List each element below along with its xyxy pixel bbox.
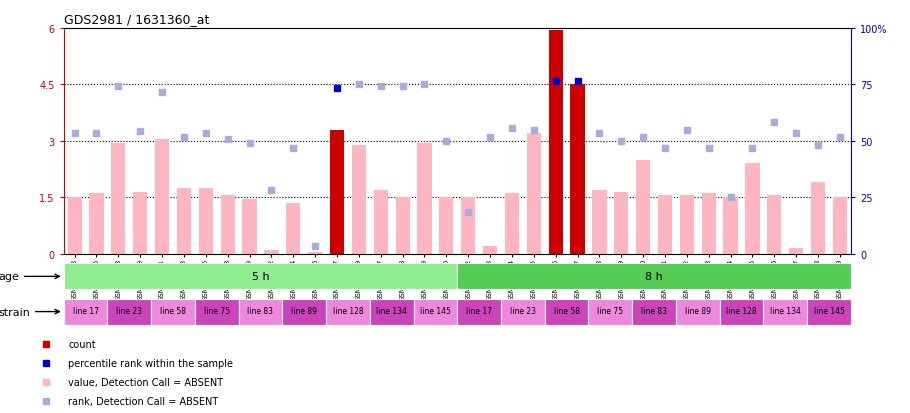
Bar (811, 183, 825, 254)
Bar (151, 299, 195, 325)
Bar (571, 85, 584, 254)
Bar (177, 188, 191, 254)
Bar (330, 130, 344, 254)
Bar (702, 194, 716, 254)
Bar (614, 192, 629, 254)
Bar (238, 299, 282, 325)
Text: line 128: line 128 (726, 307, 757, 316)
Bar (264, 250, 278, 254)
Text: rank, Detection Call = ABSENT: rank, Detection Call = ABSENT (68, 396, 218, 406)
Bar (133, 192, 147, 254)
Bar (418, 143, 431, 254)
Text: value, Detection Call = ABSENT: value, Detection Call = ABSENT (68, 377, 223, 387)
Text: line 23: line 23 (116, 307, 142, 316)
Text: line 75: line 75 (204, 307, 230, 316)
Bar (64, 264, 457, 290)
Bar (413, 299, 457, 325)
Bar (592, 190, 606, 254)
Text: line 145: line 145 (420, 307, 450, 316)
Bar (457, 264, 851, 290)
Bar (505, 194, 519, 254)
Bar (789, 248, 804, 254)
Text: age: age (0, 272, 59, 282)
Bar (64, 299, 107, 325)
Text: line 128: line 128 (333, 307, 363, 316)
Bar (440, 198, 453, 254)
Text: line 75: line 75 (597, 307, 623, 316)
Bar (636, 160, 651, 254)
Bar (396, 198, 410, 254)
Bar (680, 196, 694, 254)
Text: 8 h: 8 h (645, 271, 663, 281)
Text: line 58: line 58 (160, 307, 186, 316)
Text: line 83: line 83 (641, 307, 667, 316)
Bar (501, 299, 545, 325)
Text: line 17: line 17 (466, 307, 492, 316)
Bar (286, 203, 300, 254)
Bar (374, 190, 388, 254)
Bar (676, 299, 720, 325)
Bar (89, 194, 104, 254)
Bar (461, 198, 475, 254)
Text: line 134: line 134 (376, 307, 407, 316)
Text: percentile rank within the sample: percentile rank within the sample (68, 358, 233, 368)
Text: GDS2981 / 1631360_at: GDS2981 / 1631360_at (64, 13, 209, 26)
Text: line 89: line 89 (291, 307, 318, 316)
Bar (545, 299, 589, 325)
Bar (632, 299, 676, 325)
Text: count: count (68, 339, 96, 349)
Bar (720, 299, 763, 325)
Bar (549, 31, 562, 254)
Bar (195, 299, 238, 325)
Text: 5 h: 5 h (252, 271, 269, 281)
Text: line 89: line 89 (685, 307, 711, 316)
Bar (457, 299, 501, 325)
Text: strain: strain (0, 307, 59, 317)
Bar (155, 140, 169, 254)
Text: line 83: line 83 (248, 307, 274, 316)
Text: line 145: line 145 (814, 307, 844, 316)
Bar (833, 198, 847, 254)
Bar (483, 247, 497, 254)
Text: line 23: line 23 (510, 307, 536, 316)
Bar (723, 198, 738, 254)
Bar (352, 145, 366, 254)
Bar (220, 196, 235, 254)
Bar (527, 134, 541, 254)
Bar (67, 198, 82, 254)
Text: line 134: line 134 (770, 307, 801, 316)
Bar (807, 299, 851, 325)
Bar (242, 199, 257, 254)
Bar (767, 196, 782, 254)
Bar (308, 252, 322, 254)
Bar (107, 299, 151, 325)
Bar (763, 299, 807, 325)
Bar (111, 143, 126, 254)
Bar (326, 299, 369, 325)
Bar (658, 196, 672, 254)
Bar (198, 188, 213, 254)
Bar (745, 164, 760, 254)
Bar (369, 299, 413, 325)
Bar (282, 299, 326, 325)
Bar (589, 299, 632, 325)
Text: line 58: line 58 (553, 307, 580, 316)
Text: line 17: line 17 (73, 307, 98, 316)
